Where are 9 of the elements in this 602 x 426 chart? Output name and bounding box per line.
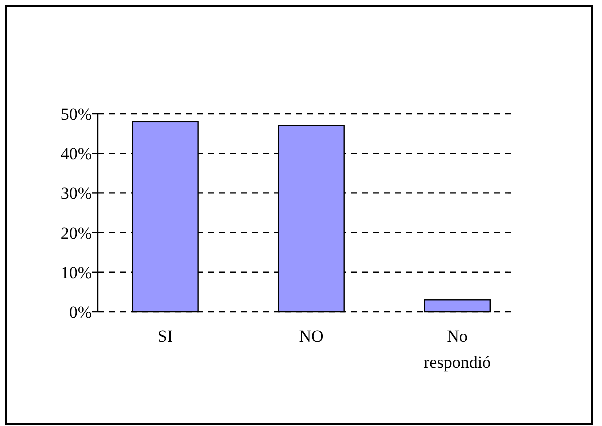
x-tick-label: NO	[299, 327, 324, 346]
y-tick-label: 40%	[60, 144, 92, 164]
x-tick-label: No respondió	[424, 327, 492, 372]
y-tick-label: 20%	[60, 224, 92, 243]
x-tick-label: SI	[158, 327, 174, 346]
y-tick-label: 10%	[60, 263, 92, 282]
y-tick-label: 30%	[60, 184, 92, 204]
y-tick-label: 50%	[60, 104, 92, 124]
y-tick-label: 0%	[69, 302, 92, 322]
